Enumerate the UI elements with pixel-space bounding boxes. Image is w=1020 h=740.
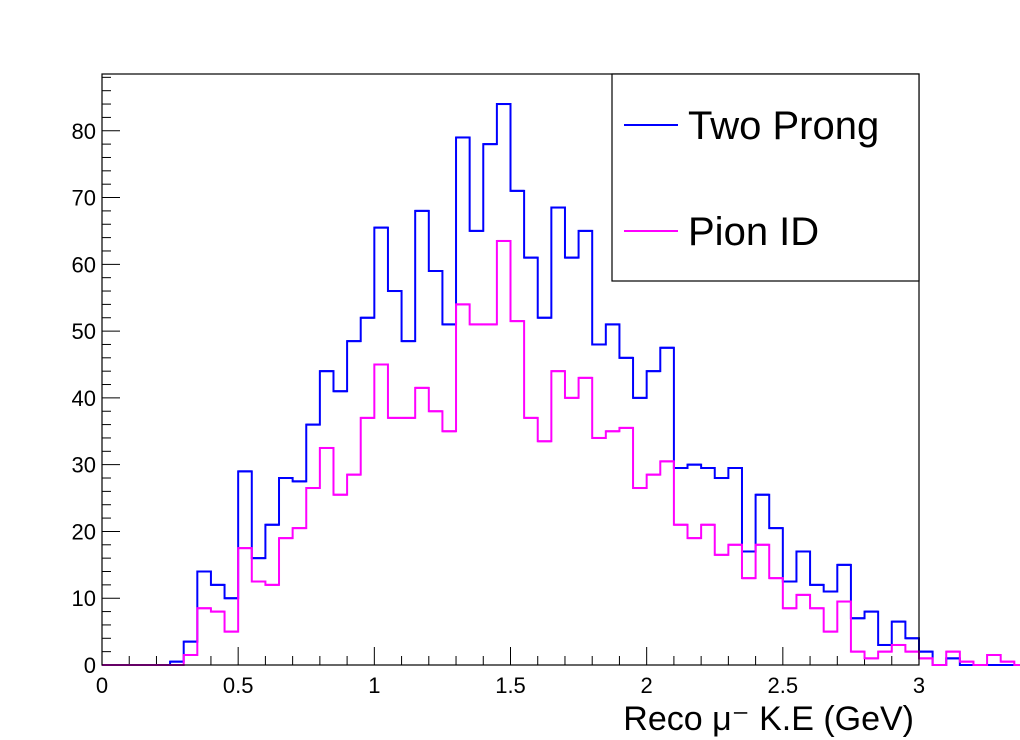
x-tick-label: 0 — [96, 673, 108, 698]
y-tick-label: 30 — [72, 453, 96, 478]
axis-ticks — [101, 76, 920, 666]
legend-label: Pion ID — [688, 210, 819, 254]
y-tick-label: 0 — [84, 653, 96, 678]
y-tick-label: 70 — [72, 186, 96, 211]
y-tick-label: 60 — [72, 252, 96, 277]
y-tick-label: 20 — [72, 519, 96, 544]
x-axis-title: Reco μ⁻ K.E (GeV) — [623, 700, 914, 738]
y-tick-label: 40 — [72, 386, 96, 411]
x-tick-label: 2.5 — [768, 673, 799, 698]
y-tick-label: 10 — [72, 586, 96, 611]
legend-box — [611, 73, 920, 282]
y-tick-label: 50 — [72, 319, 96, 344]
y-tick-label: 80 — [72, 119, 96, 144]
legend: Two Prong Pion ID — [611, 73, 920, 282]
x-tick-label: 3 — [913, 673, 925, 698]
x-tick-label: 0.5 — [223, 673, 254, 698]
x-tick-label: 1.5 — [495, 673, 526, 698]
x-tick-label: 1 — [368, 673, 380, 698]
plot-frame — [101, 73, 920, 666]
series-0 — [102, 103, 1020, 666]
legend-label: Two Prong — [688, 104, 879, 148]
x-tick-label: 2 — [641, 673, 653, 698]
